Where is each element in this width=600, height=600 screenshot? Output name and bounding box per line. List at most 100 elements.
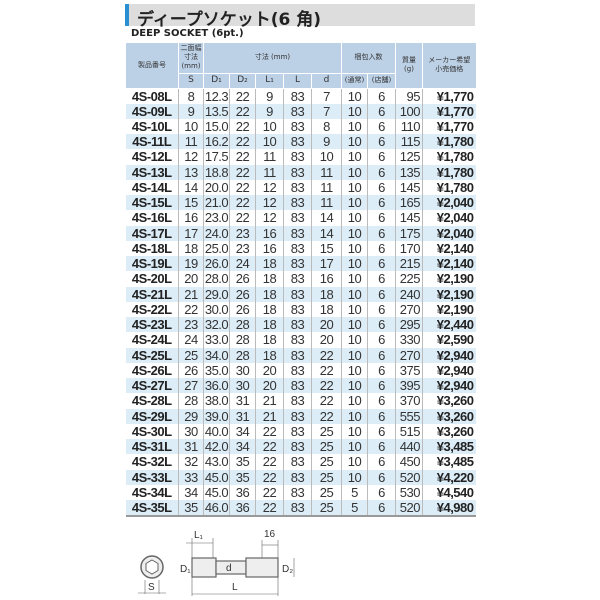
cell-model: 4S-21L (125, 286, 179, 302)
header-d2: D₂ (229, 73, 256, 89)
cell-s: 20 (178, 271, 204, 287)
cell-d2: 28 (229, 347, 256, 363)
cell-pack-normal: 5 (341, 484, 368, 500)
table-row: 4S-27L 27 36.0 30 20 83 22 10 6 395 ¥2,940 (125, 378, 476, 394)
cell-d2: 23 (229, 240, 256, 256)
cell-model: 4S-14L (131, 179, 172, 195)
cell-model: 4S-32L (131, 454, 172, 470)
cell-d1: 17.5 (203, 149, 230, 165)
cell-pack-store: 6 (367, 469, 396, 485)
cell-d: 17 (311, 256, 342, 272)
cell-l: 83 (283, 362, 312, 378)
cell-pack-normal: 10 (341, 88, 368, 104)
table-row: 4S-09L 9 13.5 22 9 83 7 10 6 100 ¥1,770 (125, 103, 476, 119)
cell-l1: 22 (255, 469, 284, 485)
cell-l: 83 (283, 149, 312, 165)
cell-d2: 22 (229, 103, 256, 119)
cell-model: 4S-25L (125, 347, 179, 363)
table-row: 4S-24L 24 33.0 28 18 83 20 10 6 330 ¥2,590 (126, 332, 476, 348)
cell-model: 4S-18L (131, 240, 172, 256)
cell-weight: 555 (395, 408, 423, 424)
cell-weight: 175 (395, 225, 423, 241)
cell-pack-store: 6 (367, 286, 396, 302)
cell-pack-normal: 10 (341, 362, 368, 378)
cell-d1: 13.5 (203, 103, 230, 119)
table-row: 4S-14L 14 20.0 22 12 83 11 10 6 145 ¥1,780 (126, 179, 476, 195)
cell-s: 21 (178, 286, 204, 302)
cell-pack-normal: 10 (341, 103, 368, 119)
cell-pack-normal: 10 (341, 347, 368, 363)
cell-l: 83 (283, 225, 312, 241)
table-row: 4S-28L 28 38.0 31 21 83 22 10 6 370 ¥3,260 (126, 393, 476, 409)
cell-d2: 34 (229, 423, 256, 439)
cell-pack-normal: 5 (341, 500, 368, 517)
cell-price: ¥4,540 (422, 484, 476, 500)
label-d1: D₁ (180, 564, 191, 575)
cell-model: 4S-10L (131, 118, 172, 134)
cell-l1: 9 (255, 88, 284, 104)
cell-d2: 35 (229, 454, 256, 470)
cell-s: 34 (178, 484, 204, 500)
cell-model: 4S-33L (125, 469, 179, 485)
cell-d2: 31 (229, 408, 256, 424)
cell-pack-normal: 10 (341, 332, 368, 348)
table-row: 4S-11L 11 16.2 22 10 83 9 10 6 115 ¥1,780 (125, 134, 476, 150)
cell-pack-normal: 10 (341, 149, 368, 165)
table-row: 4S-19L 19 26.0 24 18 83 17 10 6 215 ¥2,140 (125, 256, 476, 272)
cell-l1: 18 (255, 271, 284, 287)
cell-model: 4S-23L (125, 317, 179, 333)
cell-price: ¥1,780 (422, 149, 476, 165)
socket-diagram: S L₁ 16 D₁ D₂ d L (138, 529, 295, 596)
cell-pack-store: 6 (367, 408, 396, 424)
cell-d1: 15.0 (203, 118, 230, 134)
cell-d1: 21.0 (203, 195, 230, 211)
cell-model: 4S-11L (125, 134, 179, 150)
header-price: メーカー希望 小売価格 (422, 43, 476, 89)
cell-d1: 46.0 (203, 500, 230, 517)
cell-pack-store: 6 (367, 210, 396, 226)
label-s: S (148, 582, 155, 593)
cell-price: ¥2,140 (422, 240, 476, 256)
cell-l1: 10 (255, 118, 284, 134)
spec-table: 製品番号 二面幅 寸法 (mm) 寸法 (mm) 梱包入数 質量 (g) メーカ… (125, 43, 476, 517)
table-row: 4S-18L 18 25.0 23 16 83 15 10 6 170 ¥2,140 (126, 240, 476, 256)
cell-price: ¥4,220 (422, 469, 476, 485)
cell-s: 27 (178, 378, 204, 394)
table-row: 4S-29L 29 39.0 31 21 83 22 10 6 555 ¥3,260 (125, 408, 476, 424)
cell-d2: 22 (229, 149, 256, 165)
cell-d1: 45.0 (203, 484, 230, 500)
cell-pack-store: 6 (367, 332, 396, 348)
cell-d2: 36 (229, 484, 256, 500)
cell-s: 13 (178, 164, 204, 180)
cell-pack-store: 6 (367, 500, 396, 517)
table-row: 4S-33L 33 45.0 35 22 83 25 10 6 520 ¥4,220 (125, 469, 476, 485)
cell-l1: 16 (255, 240, 284, 256)
cell-d: 25 (311, 484, 342, 500)
cell-l1: 22 (255, 454, 284, 470)
cell-d2: 24 (229, 256, 256, 272)
cell-pack-normal: 10 (341, 378, 368, 394)
cell-weight: 100 (395, 103, 423, 119)
table-row: 4S-31L 31 42.0 34 22 83 25 10 6 440 ¥3,485 (125, 439, 476, 455)
table-row: 4S-15L 15 21.0 22 12 83 11 10 6 165 ¥2,040 (125, 195, 476, 211)
table-row: 4S-08L 8 12.3 22 9 83 7 10 6 95 ¥1,770 (126, 88, 476, 104)
cell-l: 83 (283, 179, 312, 195)
cell-s: 19 (178, 256, 204, 272)
cell-pack-store: 6 (367, 347, 396, 363)
cell-s: 12 (178, 149, 204, 165)
cell-price: ¥2,190 (422, 301, 476, 317)
cell-weight: 270 (395, 347, 423, 363)
cell-price: ¥2,940 (422, 378, 476, 394)
cell-model: 4S-15L (125, 195, 179, 211)
cell-price: ¥3,485 (422, 454, 476, 470)
header-s: S (178, 73, 204, 89)
cell-price: ¥4,980 (422, 500, 476, 517)
cell-pack-normal: 10 (341, 210, 368, 226)
cell-pack-normal: 10 (341, 256, 368, 272)
cell-d1: 16.2 (203, 134, 230, 150)
cell-weight: 125 (395, 149, 423, 165)
cell-pack-normal: 10 (341, 393, 368, 409)
cell-d1: 18.8 (203, 164, 230, 180)
header-l1: L₁ (255, 73, 284, 89)
cell-pack-normal: 10 (341, 423, 368, 439)
